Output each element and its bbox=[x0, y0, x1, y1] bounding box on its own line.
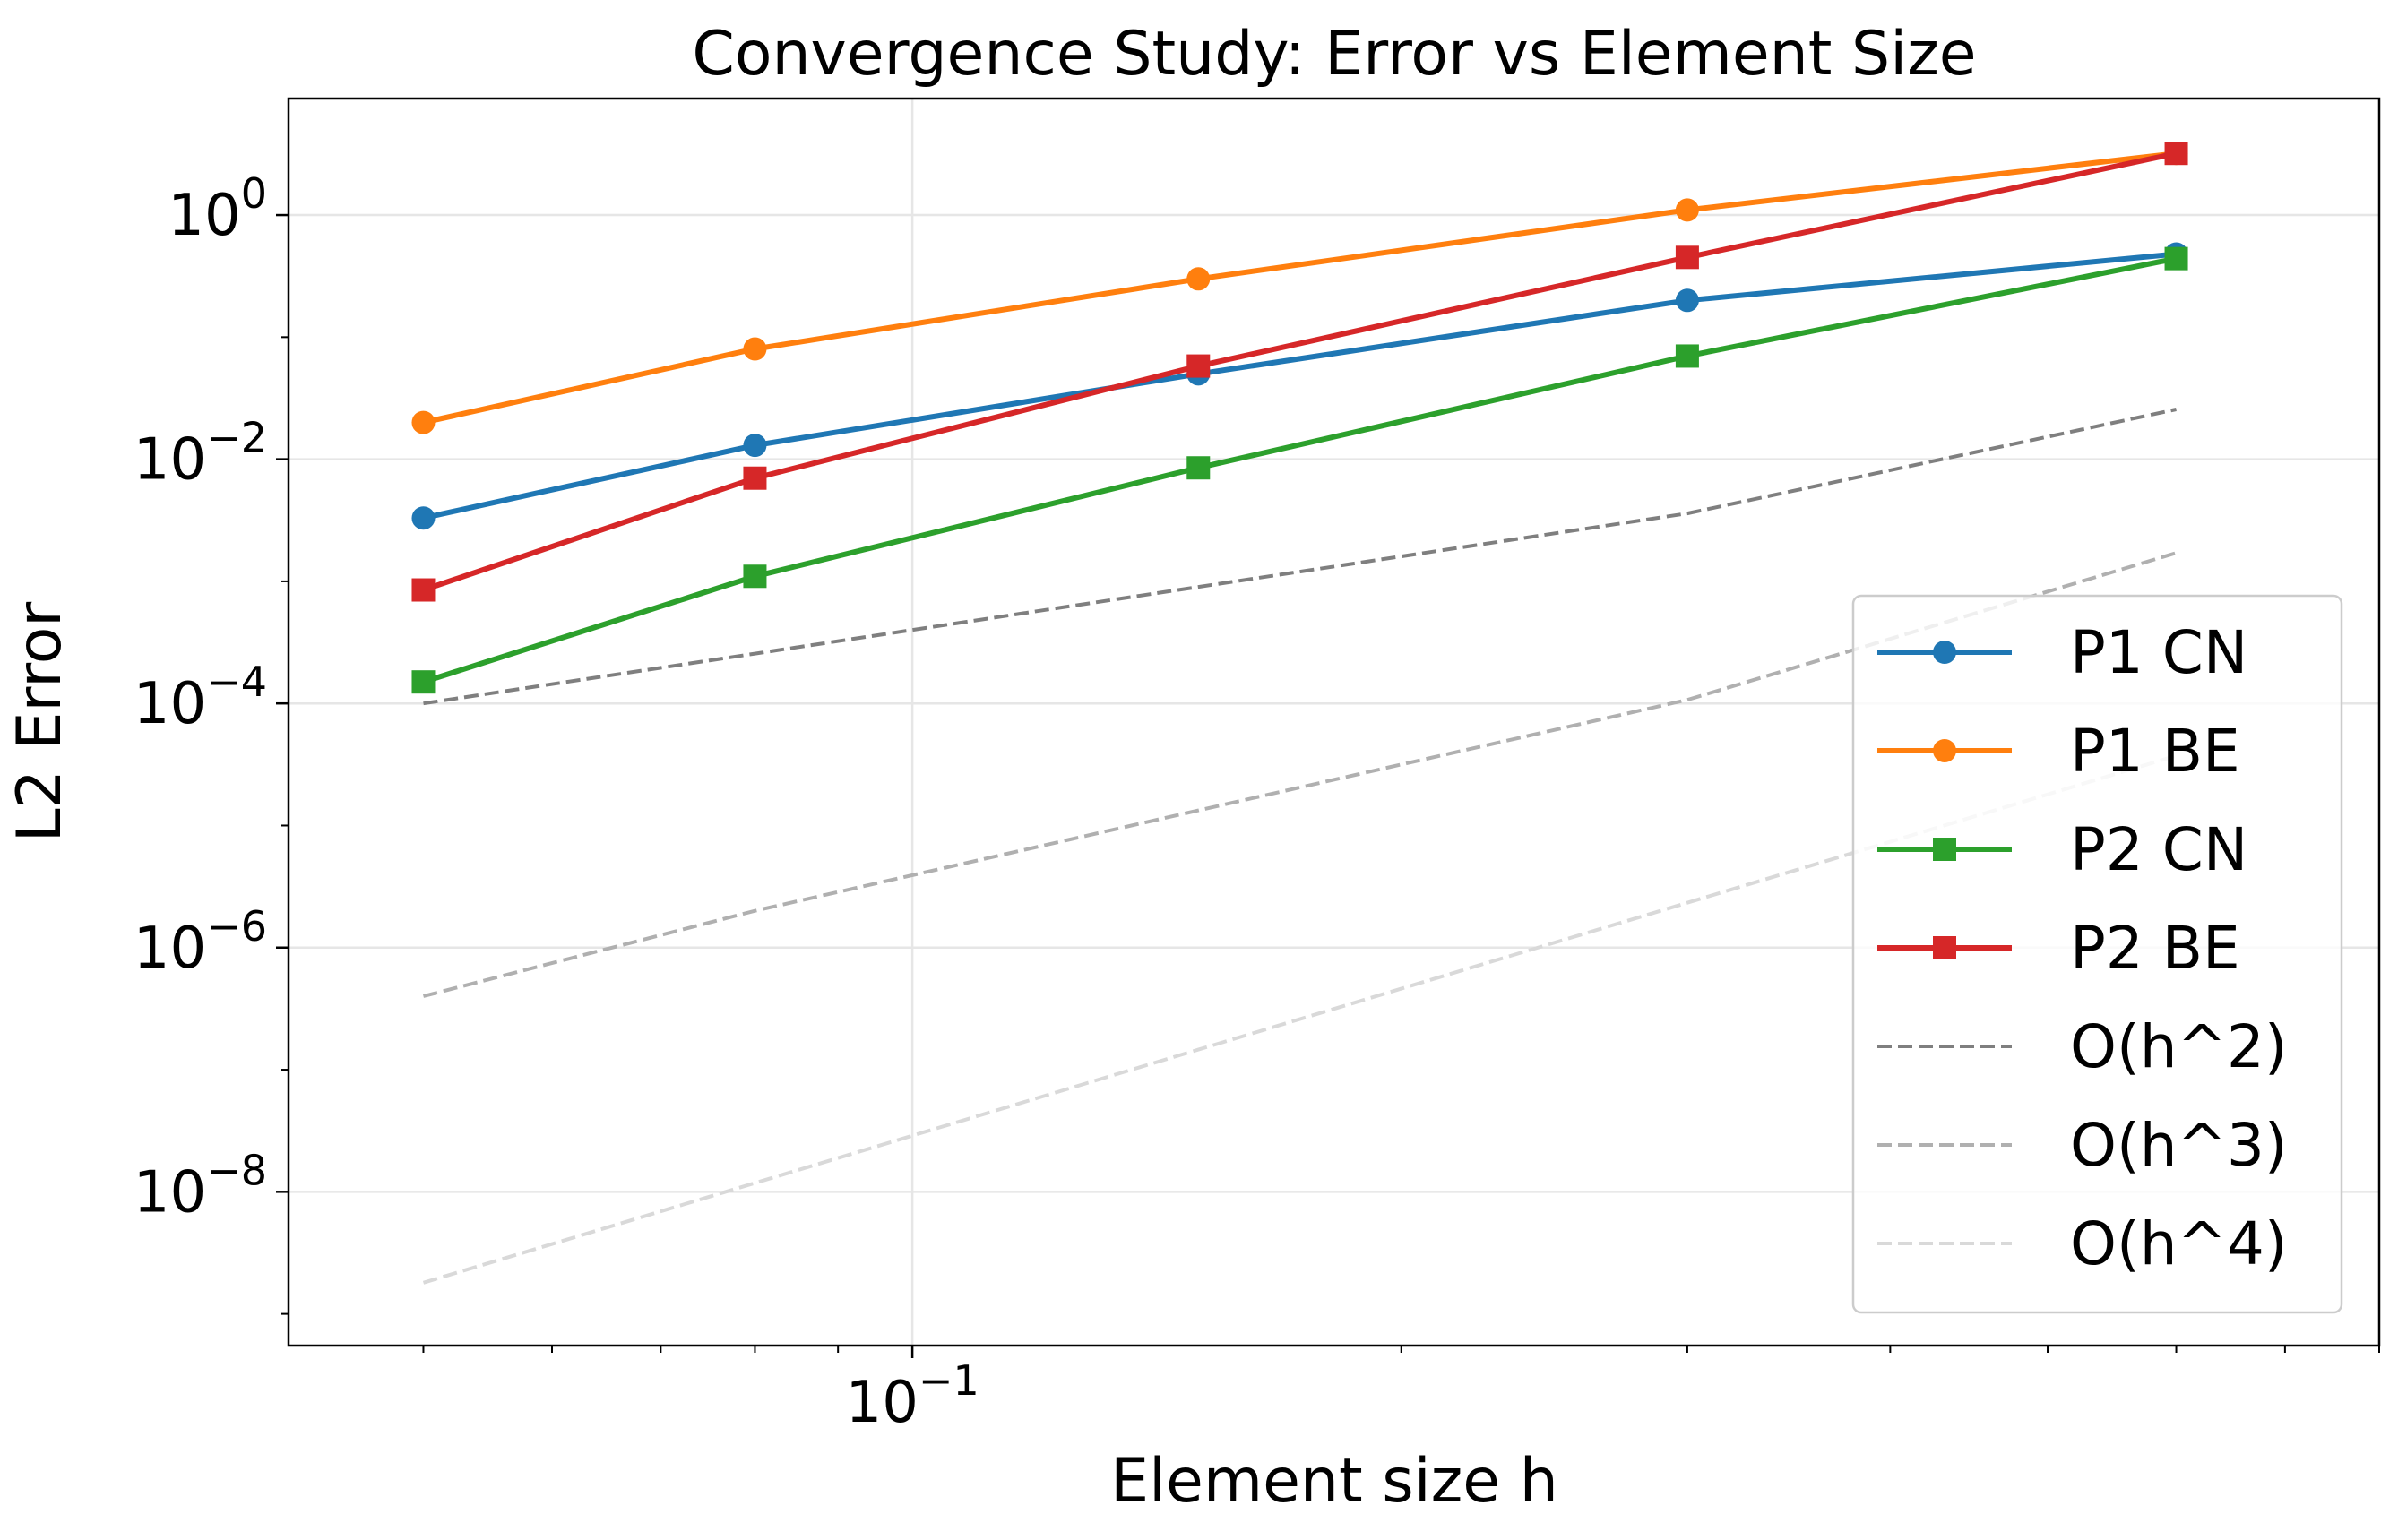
series-O(h^2) bbox=[423, 408, 2177, 706]
data-point bbox=[1186, 354, 1211, 378]
series-line bbox=[423, 551, 2178, 998]
series-line bbox=[422, 151, 2178, 593]
x-tick-label: 10−1 bbox=[845, 1356, 979, 1436]
legend-marker bbox=[1933, 936, 1956, 959]
legend-entry: P2 CN bbox=[1877, 815, 2247, 884]
legend-entry: P2 BE bbox=[1877, 914, 2240, 983]
data-point bbox=[411, 578, 436, 602]
legend-entry: O(h^2) bbox=[1877, 1012, 2288, 1081]
series-line bbox=[422, 151, 2177, 426]
grid bbox=[289, 99, 2379, 1346]
y-axis-label: L2 Error bbox=[4, 602, 75, 843]
data-point bbox=[743, 434, 767, 458]
legend-label: P1 BE bbox=[2070, 717, 2240, 786]
series-P2 CN bbox=[411, 246, 2188, 694]
plot-frame bbox=[287, 97, 2381, 1347]
legend-label: O(h^2) bbox=[2070, 1012, 2288, 1081]
series-line bbox=[422, 753, 2178, 1285]
legend-entry: P1 CN bbox=[1877, 618, 2247, 687]
series-P1 BE bbox=[411, 142, 2188, 434]
y-tick-label: 10−8 bbox=[134, 1146, 267, 1226]
data-point bbox=[411, 670, 436, 694]
x-axis-label: Element size h bbox=[1110, 1446, 1558, 1517]
legend: P1 CN P1 BE P2 CN P2 BE O(h^2) O(h^3) O(h^4) bbox=[1851, 594, 2343, 1314]
data-point bbox=[743, 564, 767, 589]
series-O(h^3) bbox=[423, 551, 2178, 998]
legend-entry: O(h^3) bbox=[1877, 1111, 2288, 1180]
series-line bbox=[422, 251, 2177, 521]
data-point bbox=[1675, 288, 1699, 313]
legend-marker bbox=[1933, 739, 1956, 762]
legend-entry: P1 BE bbox=[1877, 717, 2240, 786]
series-layer bbox=[411, 142, 2188, 1285]
legend-box bbox=[1851, 594, 2343, 1314]
y-tick-label: 10−2 bbox=[134, 414, 267, 494]
series-P1 CN bbox=[411, 242, 2188, 530]
series-O(h^4) bbox=[422, 753, 2178, 1285]
data-point bbox=[2164, 142, 2188, 166]
legend-marker bbox=[1933, 838, 1956, 861]
data-point bbox=[1675, 344, 1699, 368]
data-point bbox=[743, 466, 767, 490]
y-tick-label: 100 bbox=[168, 169, 267, 249]
chart-title: Convergence Study: Error vs Element Size bbox=[692, 19, 1976, 90]
legend-label: P2 CN bbox=[2070, 815, 2247, 884]
series-line bbox=[423, 408, 2177, 706]
series-P2 BE bbox=[411, 142, 2188, 602]
legend-label: O(h^3) bbox=[2070, 1111, 2288, 1180]
legend-label: O(h^4) bbox=[2070, 1209, 2288, 1278]
data-point bbox=[411, 410, 436, 434]
data-point bbox=[743, 337, 767, 361]
ticks: 100 10−2 10−4 10−6 10−8 10−1 bbox=[134, 169, 979, 1436]
data-point bbox=[1675, 245, 1699, 270]
legend-label: P2 BE bbox=[2070, 914, 2240, 983]
data-point bbox=[1675, 198, 1699, 222]
data-point bbox=[1186, 267, 1211, 291]
legend-label: P1 CN bbox=[2070, 618, 2247, 687]
legend-entry: O(h^4) bbox=[1877, 1209, 2288, 1278]
minor-ticks bbox=[281, 336, 2380, 1353]
legend-marker bbox=[1933, 641, 1956, 664]
y-tick-label: 10−4 bbox=[134, 658, 267, 737]
data-point bbox=[1186, 456, 1211, 480]
y-tick-label: 10−6 bbox=[134, 902, 267, 982]
data-point bbox=[411, 506, 436, 530]
data-point bbox=[2164, 246, 2188, 271]
